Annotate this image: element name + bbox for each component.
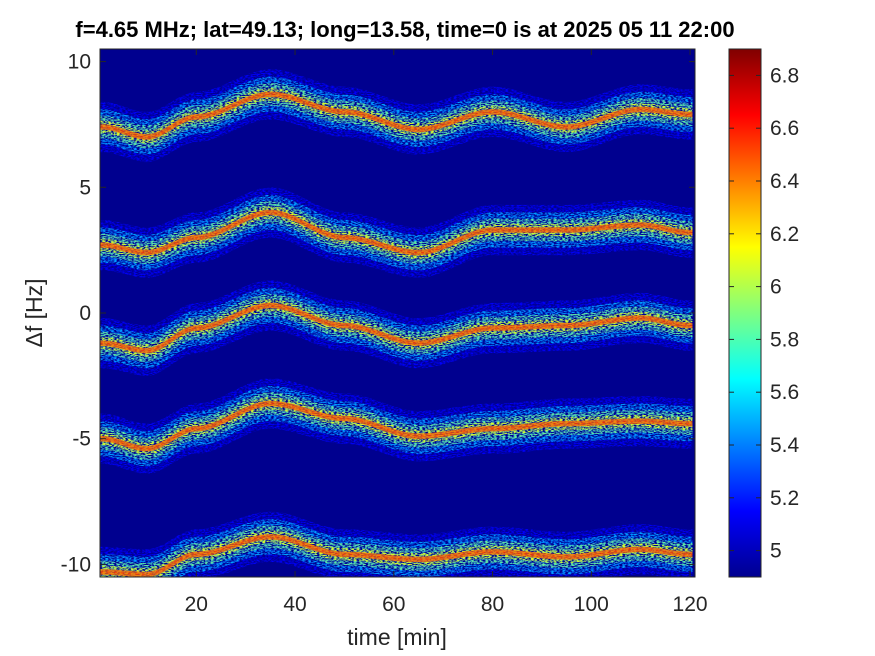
trace-band xyxy=(100,69,693,163)
y-tick-label: 5 xyxy=(79,176,91,199)
x-tick-label: 40 xyxy=(283,593,306,616)
colorbar-tick-label: 6.4 xyxy=(770,170,800,193)
trace-band-layer xyxy=(100,302,693,354)
trace-core xyxy=(100,93,693,138)
colorbar-tick-label: 5.8 xyxy=(770,328,799,351)
trace-band-layer xyxy=(100,299,693,357)
trace-band-layer xyxy=(100,209,693,256)
colorbar xyxy=(728,48,762,578)
trace-core xyxy=(100,403,693,450)
x-tick-label: 80 xyxy=(481,593,504,616)
trace-band-layer xyxy=(100,534,693,577)
x-tick-label: 60 xyxy=(382,593,405,616)
x-tick-label: 120 xyxy=(673,593,708,616)
x-axis-label: time [min] xyxy=(347,624,447,650)
y-axis-label: Δf [Hz] xyxy=(21,278,47,347)
trace-band xyxy=(100,511,693,577)
trace-band-layer xyxy=(100,397,693,455)
trace-band xyxy=(100,280,693,376)
x-axis: 20 40 60 80 100 120 xyxy=(185,49,708,616)
y-tick-label: -10 xyxy=(61,553,91,576)
x-tick-label: 100 xyxy=(574,593,609,616)
colorbar-tick-label: 6.8 xyxy=(770,64,799,87)
trace-core xyxy=(100,211,693,254)
trace-layer xyxy=(100,69,693,577)
y-tick-label: -5 xyxy=(72,428,91,451)
trace-band xyxy=(100,187,693,278)
y-tick-label: 10 xyxy=(68,51,91,74)
trace-core xyxy=(100,304,693,352)
trace-band-layer xyxy=(100,91,693,140)
x-tick-label: 20 xyxy=(185,593,208,616)
colorbar-tick-label: 6 xyxy=(770,276,782,299)
colorbar-tick-label: 5 xyxy=(770,540,782,563)
colorbar-tick-label: 5.4 xyxy=(770,434,800,457)
colorbar-axis: 5 5.2 5.4 5.6 5.8 6 6.2 6.4 6.6 6.8 xyxy=(729,64,800,563)
y-axis: -10 -5 0 5 10 xyxy=(61,51,695,576)
colorbar-tick-label: 5.2 xyxy=(770,487,799,510)
trace-band-layer xyxy=(100,400,693,452)
colorbar-tick-label: 6.2 xyxy=(770,223,799,246)
colorbar-tick-label: 6.6 xyxy=(770,117,799,140)
trace-band xyxy=(100,378,693,474)
y-tick-label: 0 xyxy=(79,302,91,325)
colorbar-tick-label: 5.6 xyxy=(770,381,799,404)
chart-title: f=4.65 MHz; lat=49.13; long=13.58, time=… xyxy=(75,17,734,42)
trace-core xyxy=(100,536,693,576)
